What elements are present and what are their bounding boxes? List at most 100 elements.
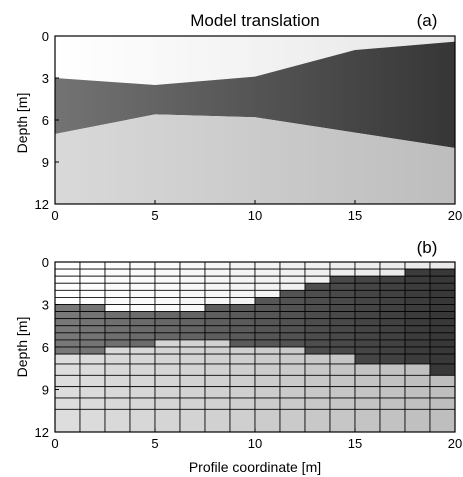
mesh-cell [129,339,156,348]
mesh-cell [79,408,106,433]
mesh-cell [129,374,156,388]
mesh-cell [429,408,456,433]
mesh-cell [104,374,131,388]
mesh-cell [379,386,406,399]
mesh-cell [329,339,356,348]
mesh-cell [204,374,231,388]
mesh-cell [129,346,156,355]
chart-a-ytick-label: 0 [42,29,49,44]
chart-b-xtick-label: 20 [448,436,462,451]
mesh-cell [229,346,256,355]
mesh-cell [279,297,306,305]
mesh-cell [54,332,81,341]
mesh-cell [279,397,306,410]
mesh-cell [354,268,381,277]
mesh-cell [379,346,406,355]
mesh-cell [304,339,331,348]
mesh-cell [304,311,331,320]
mesh-cell [54,374,81,388]
mesh-cell [304,275,331,284]
chart-a-xtick-label: 5 [151,208,158,223]
mesh-cell [104,363,131,376]
mesh-cell [204,304,231,312]
mesh-cell [404,282,431,291]
mesh-cell [154,353,181,365]
mesh-cell [329,282,356,291]
mesh-cell [304,318,331,327]
mesh-cell [54,268,81,277]
mesh-cell [429,275,456,284]
chart-b-ticks: 0 5 10 15 20 0 3 6 9 12 [35,255,463,451]
mesh-cell [79,261,106,270]
mesh-cell [229,318,256,327]
mesh-cell [354,311,381,320]
mesh-cell [179,304,206,312]
mesh-cell [54,289,81,298]
mesh-cell [54,261,81,270]
mesh-cell [429,397,456,410]
mesh-cell [404,268,431,277]
mesh-cell [429,325,456,334]
mesh-cell [54,363,81,376]
mesh-cell [229,282,256,291]
mesh-cell [129,332,156,341]
mesh-cell [429,311,456,320]
mesh-cell [204,386,231,399]
mesh-cell [404,408,431,433]
mesh-cell [204,289,231,298]
mesh-cell [254,353,281,365]
layer-1-area [55,36,455,85]
mesh-cell [354,386,381,399]
mesh-cell [379,311,406,320]
mesh-cell [79,325,106,334]
mesh-cell [404,397,431,410]
mesh-cell [354,318,381,327]
mesh-cell [404,363,431,376]
mesh-cell [429,289,456,298]
mesh-cell [304,332,331,341]
mesh-cell [79,282,106,291]
mesh-cell [254,297,281,305]
mesh-cell [404,318,431,327]
mesh-cell [179,346,206,355]
mesh-cell [179,339,206,348]
mesh-cell [254,408,281,433]
chart-a-title: Model translation [190,11,319,30]
mesh-cell [379,325,406,334]
chart-a-xtick-label: 10 [248,208,262,223]
mesh-cell [54,282,81,291]
mesh-cell [379,297,406,305]
mesh-cell [429,332,456,341]
mesh-cell [54,304,81,312]
mesh-cell [354,353,381,365]
mesh-cell [154,297,181,305]
mesh-cell [154,289,181,298]
chart-b-xlabel: Profile coordinate [m] [189,459,321,475]
mesh-cell [429,374,456,388]
mesh-cell [279,363,306,376]
mesh-cell [54,325,81,334]
mesh-cell [154,339,181,348]
chart-b-xtick-label: 5 [151,436,158,451]
mesh-cell [429,297,456,305]
mesh-cell [429,304,456,312]
mesh-cell [379,318,406,327]
mesh-cell [254,397,281,410]
mesh-cell [104,339,131,348]
chart-a-ytick-label: 3 [42,71,49,86]
mesh-cell [279,346,306,355]
mesh-cell [429,363,456,376]
mesh-cell [79,268,106,277]
mesh-cell [154,282,181,291]
mesh-cell [129,311,156,320]
mesh-cell [304,297,331,305]
mesh-cell [429,346,456,355]
mesh-cell [229,408,256,433]
mesh-cell [354,304,381,312]
mesh-cell [279,374,306,388]
mesh-cell [404,374,431,388]
mesh-cell [129,275,156,284]
chart-a-ytick-label: 12 [35,197,49,212]
mesh-cell [329,386,356,399]
